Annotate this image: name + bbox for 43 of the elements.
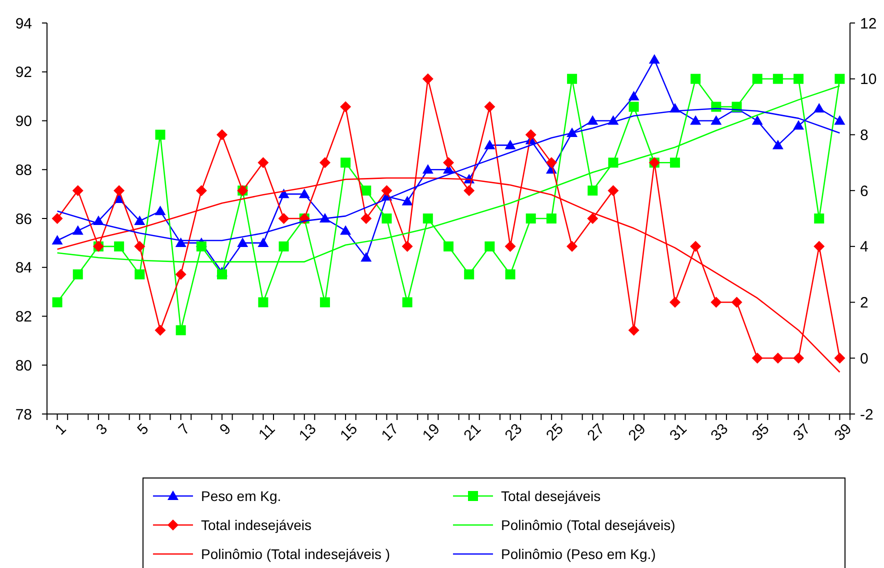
x-tick-label: 29 bbox=[625, 420, 650, 444]
legend-label: Peso em Kg. bbox=[201, 488, 282, 504]
x-tick-label: 11 bbox=[256, 420, 279, 444]
x-tick-label: 21 bbox=[460, 420, 484, 444]
y-tick-label: 90 bbox=[15, 113, 32, 130]
x-tick-label: 19 bbox=[419, 420, 444, 444]
x-tick-label: 17 bbox=[378, 420, 402, 444]
x-tick-label: 35 bbox=[748, 420, 773, 444]
legend-label: Polinômio (Total desejáveis) bbox=[501, 516, 676, 533]
y-tick-label: 94 bbox=[15, 15, 32, 32]
x-tick-label: 23 bbox=[502, 420, 526, 444]
legend-label: Polinômio (Total indesejáveis ) bbox=[201, 546, 390, 562]
y2-tick-label: 6 bbox=[860, 182, 868, 200]
y2-tick-label: 12 bbox=[860, 15, 877, 32]
x-tick-label: 1 bbox=[52, 420, 70, 438]
x-tick-label: 13 bbox=[296, 420, 320, 444]
legend-label: Total indesejáveis bbox=[201, 516, 312, 533]
x-tick-label: 15 bbox=[337, 420, 361, 444]
x-tick-label: 27 bbox=[584, 420, 608, 444]
y-tick-label: 78 bbox=[15, 406, 32, 424]
y2-tick-label: 8 bbox=[860, 126, 868, 144]
x-tick-label: 5 bbox=[134, 420, 152, 438]
x-tick-label: 3 bbox=[93, 420, 111, 438]
y-tick-label: 80 bbox=[15, 357, 32, 374]
x-tick-label: 37 bbox=[790, 420, 814, 444]
y2-tick-label: 10 bbox=[860, 71, 877, 88]
x-tick-label: 39 bbox=[831, 420, 856, 444]
x-tick-label: 33 bbox=[708, 420, 732, 444]
y-tick-label: 84 bbox=[15, 260, 32, 277]
y2-tick-label: 4 bbox=[860, 238, 868, 256]
y2-tick-label: 2 bbox=[860, 294, 868, 312]
y-tick-label: 88 bbox=[15, 162, 32, 179]
legend-label: Total desejáveis bbox=[501, 488, 601, 504]
legend-label: Polinômio (Peso em Kg.) bbox=[501, 546, 656, 562]
y2-tick-label: 0 bbox=[860, 350, 868, 368]
y-tick-label: 82 bbox=[15, 308, 32, 326]
x-tick-label: 7 bbox=[175, 420, 194, 438]
y-tick-label: 86 bbox=[15, 210, 32, 228]
x-tick-label: 31 bbox=[666, 420, 690, 444]
x-tick-label: 25 bbox=[543, 420, 567, 444]
y-tick-label: 92 bbox=[15, 64, 32, 82]
y2-tick-label: -2 bbox=[860, 406, 874, 424]
x-tick-label: 9 bbox=[216, 420, 234, 438]
